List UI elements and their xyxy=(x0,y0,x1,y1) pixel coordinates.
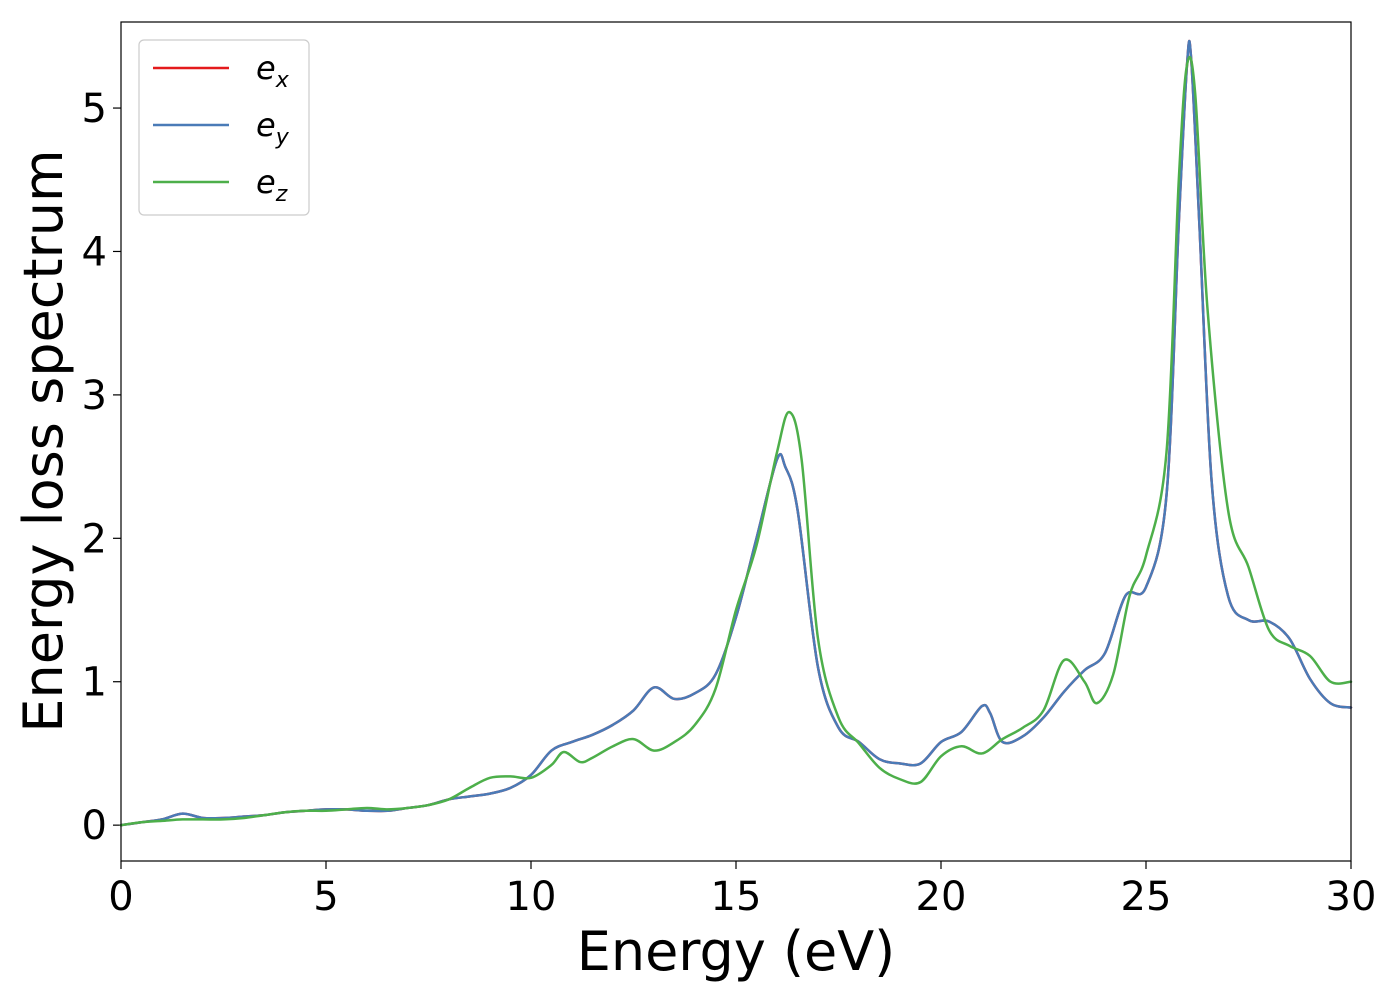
x-tick-label: 5 xyxy=(313,874,338,920)
legend-label-x: ex xyxy=(256,49,290,93)
y-tick-label: 0 xyxy=(82,803,107,849)
legend-box xyxy=(138,39,310,216)
legend-label-base: e xyxy=(256,163,276,201)
y-tick-label: 2 xyxy=(82,516,107,562)
series-line-e-z xyxy=(119,55,1353,827)
y-tick-label: 4 xyxy=(82,229,107,275)
x-tick-label: 10 xyxy=(506,874,557,920)
y-tick-label: 3 xyxy=(82,373,107,419)
legend-label-base: e xyxy=(256,49,276,87)
y-tick-label: 5 xyxy=(82,86,107,132)
plot-frame xyxy=(120,21,1352,862)
x-tick-label: 20 xyxy=(916,874,967,920)
legend-label-base: e xyxy=(256,106,276,144)
legend-label-z: ez xyxy=(256,163,288,207)
x-axis-title: Energy (eV) xyxy=(577,920,896,983)
legend-label-subscript: y xyxy=(275,125,290,150)
legend-label-subscript: x xyxy=(275,68,290,93)
x-tick-label: 0 xyxy=(108,874,133,920)
x-tick-label: 15 xyxy=(711,874,762,920)
legend-label-y: ey xyxy=(256,106,290,150)
y-tick-label: 1 xyxy=(82,660,107,706)
series-layer xyxy=(119,40,1353,827)
ticks-layer: 0 5 10 15 20 25 30 0 1 2 3 4 5 xyxy=(82,86,1377,920)
y-axis-title: Energy loss spectrum xyxy=(12,149,75,732)
x-tick-label: 25 xyxy=(1121,874,1172,920)
x-tick-label: 30 xyxy=(1326,874,1377,920)
legend-label-subscript: z xyxy=(275,182,288,207)
